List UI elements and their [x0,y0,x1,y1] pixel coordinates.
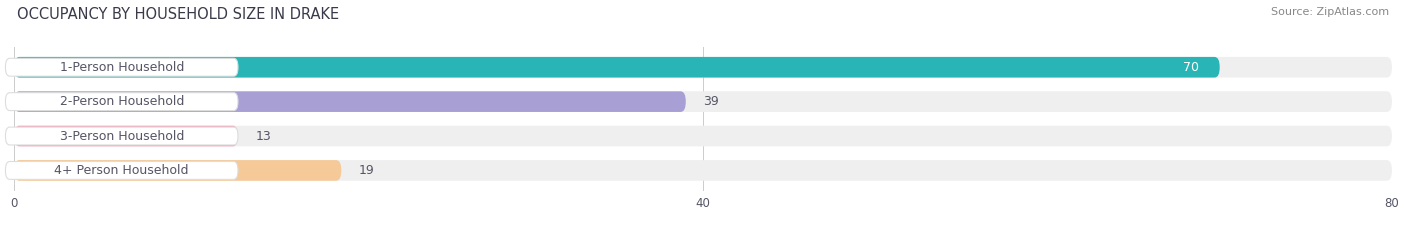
FancyBboxPatch shape [14,160,342,181]
Text: 2-Person Household: 2-Person Household [59,95,184,108]
Text: 1-Person Household: 1-Person Household [59,61,184,74]
Text: 13: 13 [256,130,271,143]
FancyBboxPatch shape [14,126,1392,146]
Text: OCCUPANCY BY HOUSEHOLD SIZE IN DRAKE: OCCUPANCY BY HOUSEHOLD SIZE IN DRAKE [17,7,339,22]
FancyBboxPatch shape [14,57,1219,78]
Text: Source: ZipAtlas.com: Source: ZipAtlas.com [1271,7,1389,17]
FancyBboxPatch shape [14,57,1392,78]
FancyBboxPatch shape [6,127,238,145]
FancyBboxPatch shape [14,91,686,112]
Text: 4+ Person Household: 4+ Person Household [55,164,188,177]
FancyBboxPatch shape [14,91,1392,112]
FancyBboxPatch shape [6,93,238,111]
FancyBboxPatch shape [14,126,238,146]
Text: 39: 39 [703,95,718,108]
FancyBboxPatch shape [6,161,238,179]
Text: 3-Person Household: 3-Person Household [59,130,184,143]
Text: 70: 70 [1182,61,1199,74]
Text: 19: 19 [359,164,374,177]
FancyBboxPatch shape [6,58,238,76]
FancyBboxPatch shape [14,160,1392,181]
